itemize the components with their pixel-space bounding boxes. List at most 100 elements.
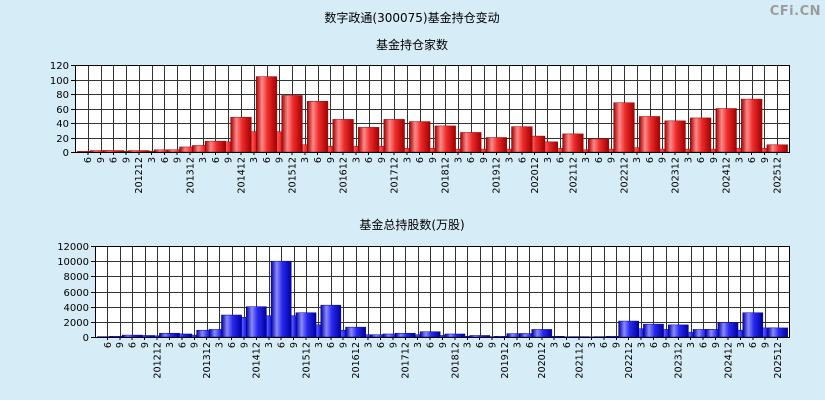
x-tick-label: 3 — [632, 157, 643, 163]
total-shares-bar-19 — [320, 304, 342, 338]
fund-count-bar-41 — [587, 138, 610, 153]
chart-title-total-shares: 基金总持股数(万股) — [359, 217, 464, 232]
x-tick-label: 3 — [402, 157, 413, 163]
total-shares-bar-27 — [419, 331, 441, 338]
x-tick-label: 3 — [587, 342, 598, 348]
x-tick-label: 202012 — [537, 342, 548, 379]
fund-count-bar-51 — [715, 108, 737, 153]
x-tick-label: 3 — [505, 157, 516, 163]
x-tick-label: 3 — [147, 157, 158, 163]
y-tick-label: 100 — [50, 76, 69, 87]
x-tick-label: 9 — [709, 157, 720, 163]
x-tick-label: 9 — [479, 157, 490, 163]
x-tick-label: 6 — [364, 157, 375, 163]
x-tick-label: 202312 — [674, 342, 685, 379]
x-tick-label: 6 — [103, 342, 114, 348]
fund-count-bar-3 — [102, 150, 124, 153]
fund-count-bar-5 — [128, 150, 150, 153]
x-tick-label: 6 — [525, 342, 536, 348]
x-tick-label: 3 — [198, 157, 209, 163]
x-tick-label: 201712 — [401, 342, 412, 379]
x-tick-label: 3 — [363, 342, 374, 348]
fund-count-bar-47 — [664, 120, 686, 153]
x-tick-label: 3 — [165, 342, 176, 348]
x-tick-label: 9 — [339, 342, 350, 348]
y-tick-label: 60 — [56, 105, 69, 116]
y-tick-label: 0 — [63, 148, 69, 159]
x-tick-label: 3 — [314, 342, 325, 348]
x-tick-label: 201812 — [441, 157, 452, 194]
y-tick-label: 12000 — [57, 242, 89, 253]
x-tick-label: 3 — [463, 342, 474, 348]
total-shares-bar-13 — [246, 306, 267, 338]
x-tick-label: 6 — [562, 342, 573, 348]
x-tick-label: 9 — [275, 157, 286, 163]
total-shares-bar-17 — [295, 312, 317, 338]
x-tick-label: 9 — [140, 342, 151, 348]
x-tick-label: 202212 — [624, 342, 635, 379]
x-tick-label: 3 — [300, 157, 311, 163]
x-tick-label: 202112 — [568, 157, 579, 194]
x-tick-label: 6 — [556, 157, 567, 163]
x-tick-label: 202312 — [670, 157, 681, 194]
fund-count-bar-35 — [511, 126, 533, 153]
fund-count-bar-19 — [307, 101, 329, 153]
x-tick-label: 9 — [428, 157, 439, 163]
x-tick-label: 9 — [326, 157, 337, 163]
x-tick-label: 201912 — [492, 157, 503, 194]
y-tick-label: 40 — [56, 119, 69, 130]
y-tick-label: 10000 — [57, 257, 89, 268]
x-tick-label: 202512 — [773, 157, 784, 194]
x-tick-label: 6 — [645, 157, 656, 163]
fund-count-bar-13 — [230, 116, 252, 153]
fund-count-bar-11 — [204, 140, 227, 153]
fund-count-bar-15 — [255, 76, 278, 153]
fund-count-bar-25 — [383, 119, 405, 153]
x-tick-label: 201912 — [500, 342, 511, 379]
x-tick-label: 9 — [612, 342, 623, 348]
x-tick-label: 9 — [121, 157, 132, 163]
x-tick-label: 6 — [313, 157, 324, 163]
x-tick-label: 9 — [289, 342, 300, 348]
y-tick-label: 4000 — [64, 303, 89, 314]
y-tick-label: 2000 — [64, 318, 89, 329]
x-tick-label: 6 — [211, 157, 222, 163]
x-tick-label: 201312 — [185, 157, 196, 194]
total-shares-bar-43 — [618, 320, 639, 338]
total-shares-bar-36 — [531, 329, 553, 338]
fund-count-bar-31 — [460, 132, 482, 153]
x-tick-label: 201312 — [202, 342, 213, 379]
x-tick-label: 201212 — [152, 342, 163, 379]
fund-count-bar-45 — [638, 116, 661, 153]
x-tick-label: 3 — [686, 342, 697, 348]
x-tick-label: 6 — [109, 157, 120, 163]
fund-count-bar-39 — [562, 133, 584, 153]
x-tick-label: 3 — [351, 157, 362, 163]
x-tick-label: 9 — [661, 342, 672, 348]
x-tick-label: 3 — [249, 157, 260, 163]
x-tick-label: 9 — [224, 157, 235, 163]
y-tick-label: 8000 — [64, 272, 89, 283]
x-tick-label: 3 — [543, 157, 554, 163]
x-tick-label: 9 — [377, 157, 388, 163]
x-tick-label: 9 — [488, 342, 499, 348]
x-tick-label: 6 — [466, 157, 477, 163]
fund-count-bar-27 — [409, 121, 431, 153]
total-shares-bar-55 — [767, 327, 788, 338]
y-tick-label: 0 — [83, 333, 89, 344]
x-tick-label: 201512 — [301, 342, 312, 379]
x-tick-label: 201612 — [339, 157, 350, 194]
x-tick-label: 3 — [413, 342, 424, 348]
x-tick-label: 6 — [699, 342, 710, 348]
total-shares-bar-51 — [717, 322, 739, 338]
x-tick-label: 6 — [599, 342, 610, 348]
total-shares-bar-15 — [270, 260, 292, 338]
x-tick-label: 9 — [438, 342, 449, 348]
x-tick-label: 6 — [277, 342, 288, 348]
x-tick-label: 9 — [115, 342, 126, 348]
total-shares-bar-53 — [742, 312, 764, 338]
plot-area — [95, 246, 790, 337]
x-tick-label: 202212 — [619, 157, 630, 194]
